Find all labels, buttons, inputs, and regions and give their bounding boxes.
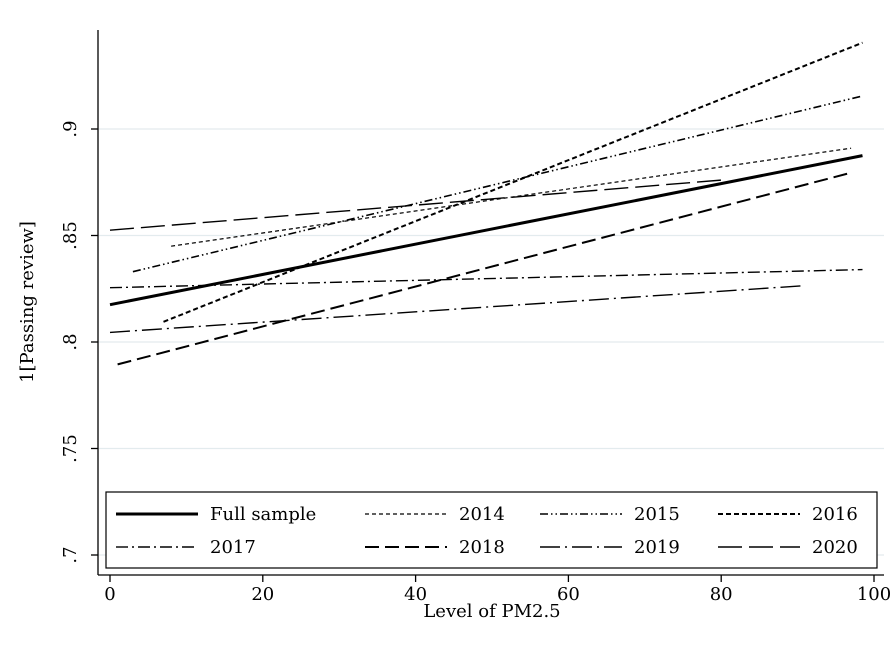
- y-tick-label-4: .9: [60, 120, 81, 137]
- legend-label-4: 2017: [210, 537, 256, 558]
- x-axis-title: Level of PM2.5: [423, 601, 560, 622]
- legend: Full sample 2014 2015 2016 2017 2018 2019 2020: [105, 491, 878, 569]
- x-tick-label-4: 80: [710, 584, 733, 605]
- series-line-3: [163, 41, 863, 323]
- x-tick-label-5: 100: [857, 584, 891, 605]
- axes: .7 .75 .8 .85 .9 0 20 40 60 80 100: [60, 30, 891, 605]
- legend-label-0: Full sample: [210, 504, 316, 525]
- series-line-4: [109, 268, 863, 289]
- y-axis-title: 1[Passing review]: [17, 221, 38, 383]
- series-line-6: [109, 284, 806, 334]
- legend-label-5: 2018: [459, 537, 505, 558]
- x-tick-label-0: 0: [104, 584, 115, 605]
- legend-label-6: 2019: [634, 537, 680, 558]
- y-tick-label-0: .7: [60, 546, 81, 563]
- legend-label-1: 2014: [459, 504, 505, 525]
- x-tick-label-1: 20: [251, 584, 274, 605]
- x-tick-label-3: 60: [557, 584, 580, 605]
- legend-label-2: 2015: [634, 504, 680, 525]
- legend-label-7: 2020: [812, 537, 858, 558]
- legend-box: [105, 491, 878, 569]
- legend-label-3: 2016: [812, 504, 858, 525]
- x-tick-label-2: 40: [404, 584, 427, 605]
- series-line-1: [171, 147, 852, 247]
- series-lines: [109, 41, 863, 366]
- series-line-7: [109, 179, 722, 231]
- series-line-5: [117, 171, 852, 366]
- series-line-0: [109, 154, 863, 307]
- y-tick-label-3: .85: [60, 221, 81, 250]
- series-line-2: [132, 95, 863, 273]
- y-tick-label-1: .75: [60, 434, 81, 463]
- y-tick-label-2: .8: [60, 333, 81, 350]
